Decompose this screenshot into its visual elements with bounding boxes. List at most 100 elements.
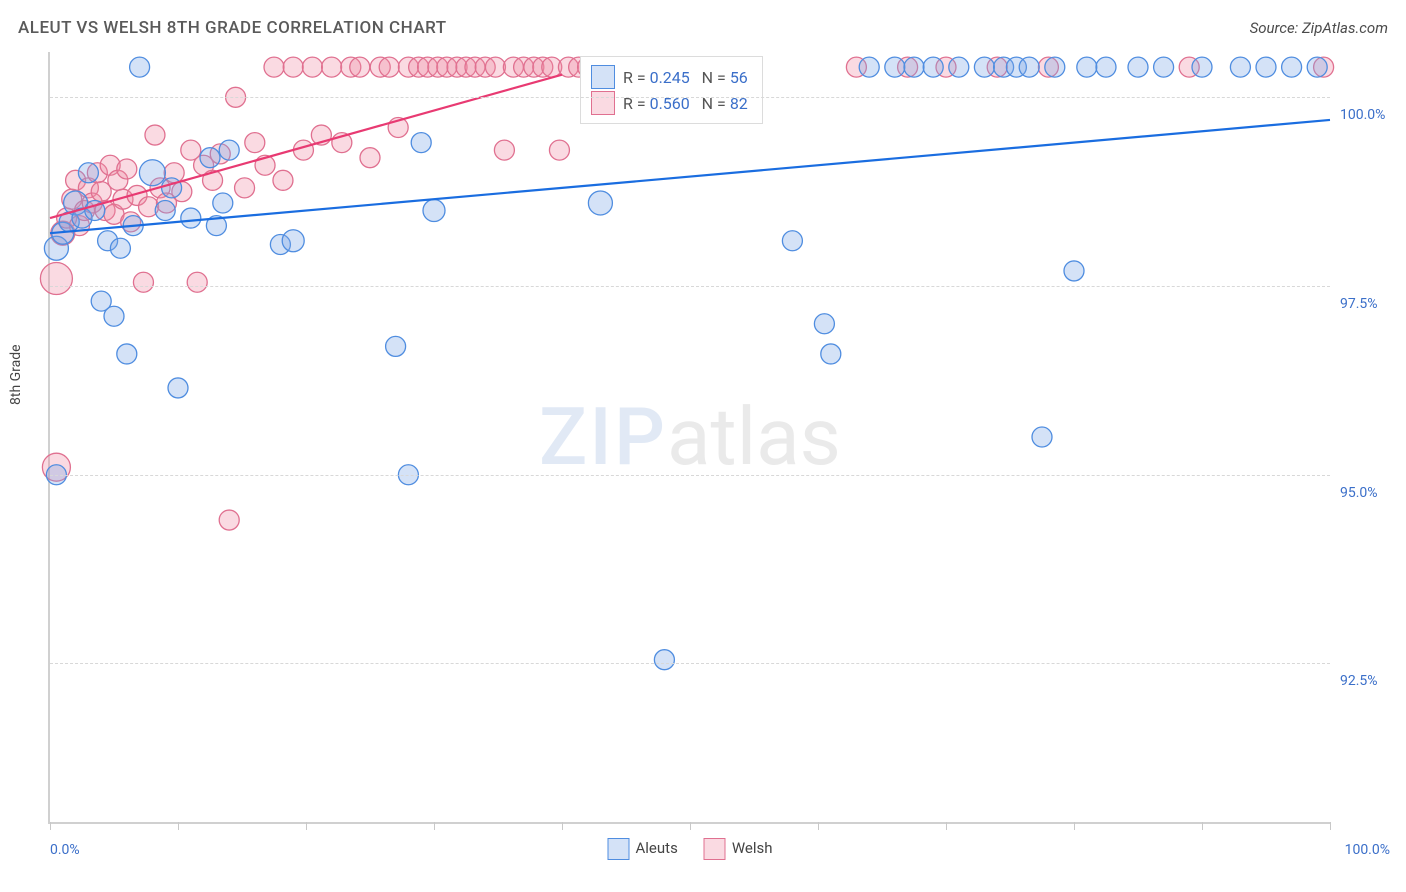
scatter-point bbox=[219, 510, 239, 530]
scatter-point bbox=[219, 140, 239, 160]
x-tick bbox=[178, 822, 179, 830]
scatter-point bbox=[360, 148, 380, 168]
scatter-point bbox=[782, 231, 802, 251]
legend-swatch-aleuts bbox=[591, 65, 615, 89]
trend-line bbox=[50, 75, 562, 218]
scatter-point bbox=[1045, 57, 1065, 77]
scatter-point bbox=[974, 57, 994, 77]
scatter-point bbox=[859, 57, 879, 77]
scatter-point bbox=[302, 57, 322, 77]
scatter-point bbox=[213, 193, 233, 213]
scatter-point bbox=[1128, 57, 1148, 77]
x-axis-max-label: 100.0% bbox=[1345, 842, 1390, 858]
chart-title: ALEUT VS WELSH 8TH GRADE CORRELATION CHA… bbox=[18, 18, 447, 38]
chart-svg bbox=[50, 52, 1330, 822]
scatter-point bbox=[386, 336, 406, 356]
x-tick bbox=[50, 822, 51, 830]
scatter-point bbox=[1096, 57, 1116, 77]
legend-swatch-welsh bbox=[591, 91, 615, 115]
scatter-point bbox=[1256, 57, 1276, 77]
chart-container: ALEUT VS WELSH 8TH GRADE CORRELATION CHA… bbox=[0, 0, 1406, 892]
scatter-point bbox=[1064, 261, 1084, 281]
scatter-point bbox=[283, 57, 303, 77]
x-legend: Aleuts Welsh bbox=[608, 838, 773, 860]
scatter-point bbox=[1230, 57, 1250, 77]
scatter-point bbox=[1032, 427, 1052, 447]
scatter-point bbox=[235, 178, 255, 198]
scatter-point bbox=[168, 378, 188, 398]
scatter-point bbox=[904, 57, 924, 77]
scatter-point bbox=[1282, 57, 1302, 77]
scatter-point bbox=[821, 344, 841, 364]
y-axis-title: 8th Grade bbox=[8, 344, 24, 405]
scatter-point bbox=[350, 57, 370, 77]
scatter-point bbox=[549, 140, 569, 160]
scatter-point bbox=[264, 57, 284, 77]
scatter-point bbox=[379, 57, 399, 77]
scatter-point bbox=[485, 57, 505, 77]
y-tick-label: 95.0% bbox=[1340, 485, 1400, 501]
scatter-point bbox=[104, 306, 124, 326]
scatter-point bbox=[130, 57, 150, 77]
scatter-point bbox=[885, 57, 905, 77]
scatter-point bbox=[1077, 57, 1097, 77]
scatter-point bbox=[155, 201, 175, 221]
scatter-point bbox=[654, 650, 674, 670]
scatter-point bbox=[78, 163, 98, 183]
x-tick bbox=[562, 822, 563, 830]
gridline bbox=[50, 286, 1330, 287]
scatter-point bbox=[139, 160, 165, 186]
scatter-point bbox=[181, 208, 201, 228]
trend-line bbox=[50, 120, 1330, 233]
x-tick bbox=[306, 822, 307, 830]
scatter-point bbox=[411, 133, 431, 153]
scatter-point bbox=[923, 57, 943, 77]
scatter-point bbox=[187, 272, 207, 292]
scatter-point bbox=[1019, 57, 1039, 77]
y-tick-label: 92.5% bbox=[1340, 673, 1400, 689]
r-legend-box: R = 0.245 N = 56 R = 0.560 N = 82 bbox=[580, 56, 763, 124]
scatter-point bbox=[162, 178, 182, 198]
x-axis-min-label: 0.0% bbox=[50, 842, 80, 858]
scatter-point bbox=[949, 57, 969, 77]
x-tick bbox=[818, 822, 819, 830]
x-tick bbox=[1074, 822, 1075, 830]
header: ALEUT VS WELSH 8TH GRADE CORRELATION CHA… bbox=[18, 18, 1388, 38]
legend-text-aleuts: R = 0.245 N = 56 bbox=[623, 68, 748, 87]
x-legend-swatch-aleuts bbox=[608, 838, 630, 860]
source-label: Source: ZipAtlas.com bbox=[1250, 19, 1388, 37]
scatter-point bbox=[117, 159, 137, 179]
scatter-point bbox=[588, 191, 612, 215]
scatter-point bbox=[133, 272, 153, 292]
scatter-point bbox=[200, 148, 220, 168]
gridline bbox=[50, 475, 1330, 476]
y-tick-label: 97.5% bbox=[1340, 296, 1400, 312]
x-legend-swatch-welsh bbox=[704, 838, 726, 860]
scatter-point bbox=[145, 125, 165, 145]
x-legend-welsh: Welsh bbox=[704, 838, 773, 860]
x-tick bbox=[1330, 822, 1331, 830]
x-tick bbox=[690, 822, 691, 830]
gridline bbox=[50, 97, 1330, 98]
r-legend-row-aleuts: R = 0.245 N = 56 bbox=[591, 65, 748, 89]
plot-border: ZIPatlas R = 0.245 N = 56 R = 0.560 N = … bbox=[48, 52, 1330, 824]
scatter-point bbox=[282, 230, 304, 252]
scatter-point bbox=[1307, 57, 1327, 77]
y-tick-label: 100.0% bbox=[1340, 107, 1400, 123]
gridline bbox=[50, 663, 1330, 664]
scatter-point bbox=[273, 170, 293, 190]
scatter-point bbox=[245, 133, 265, 153]
scatter-point bbox=[1192, 57, 1212, 77]
scatter-point bbox=[1154, 57, 1174, 77]
scatter-point bbox=[117, 344, 137, 364]
scatter-point bbox=[423, 200, 445, 222]
x-legend-aleuts: Aleuts bbox=[608, 838, 678, 860]
scatter-point bbox=[322, 57, 342, 77]
scatter-point bbox=[494, 140, 514, 160]
x-tick bbox=[946, 822, 947, 830]
scatter-point bbox=[40, 262, 72, 294]
x-tick bbox=[1202, 822, 1203, 830]
scatter-point bbox=[814, 314, 834, 334]
r-legend-row-welsh: R = 0.560 N = 82 bbox=[591, 91, 748, 115]
x-tick bbox=[434, 822, 435, 830]
